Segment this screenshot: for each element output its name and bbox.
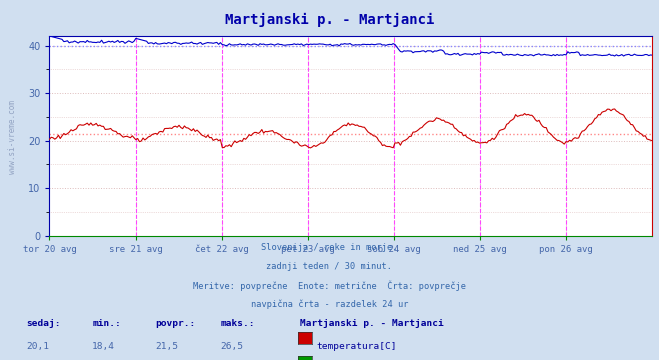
Text: maks.:: maks.: bbox=[221, 319, 255, 328]
Text: Martjanski p. - Martjanci: Martjanski p. - Martjanci bbox=[225, 13, 434, 27]
Text: www.si-vreme.com: www.si-vreme.com bbox=[8, 100, 17, 174]
Text: Meritve: povprečne  Enote: metrične  Črta: povprečje: Meritve: povprečne Enote: metrične Črta:… bbox=[193, 280, 466, 291]
Text: navpična črta - razdelek 24 ur: navpična črta - razdelek 24 ur bbox=[251, 299, 408, 309]
Text: Martjanski p. - Martjanci: Martjanski p. - Martjanci bbox=[300, 319, 444, 328]
Text: povpr.:: povpr.: bbox=[155, 319, 195, 328]
Text: sedaj:: sedaj: bbox=[26, 319, 61, 328]
Text: zadnji teden / 30 minut.: zadnji teden / 30 minut. bbox=[266, 262, 393, 271]
Text: 18,4: 18,4 bbox=[92, 342, 115, 351]
Text: min.:: min.: bbox=[92, 319, 121, 328]
Text: 26,5: 26,5 bbox=[221, 342, 244, 351]
Text: 21,5: 21,5 bbox=[155, 342, 178, 351]
Text: Slovenija / reke in morje.: Slovenija / reke in morje. bbox=[261, 243, 398, 252]
Text: 20,1: 20,1 bbox=[26, 342, 49, 351]
Text: temperatura[C]: temperatura[C] bbox=[316, 342, 397, 351]
